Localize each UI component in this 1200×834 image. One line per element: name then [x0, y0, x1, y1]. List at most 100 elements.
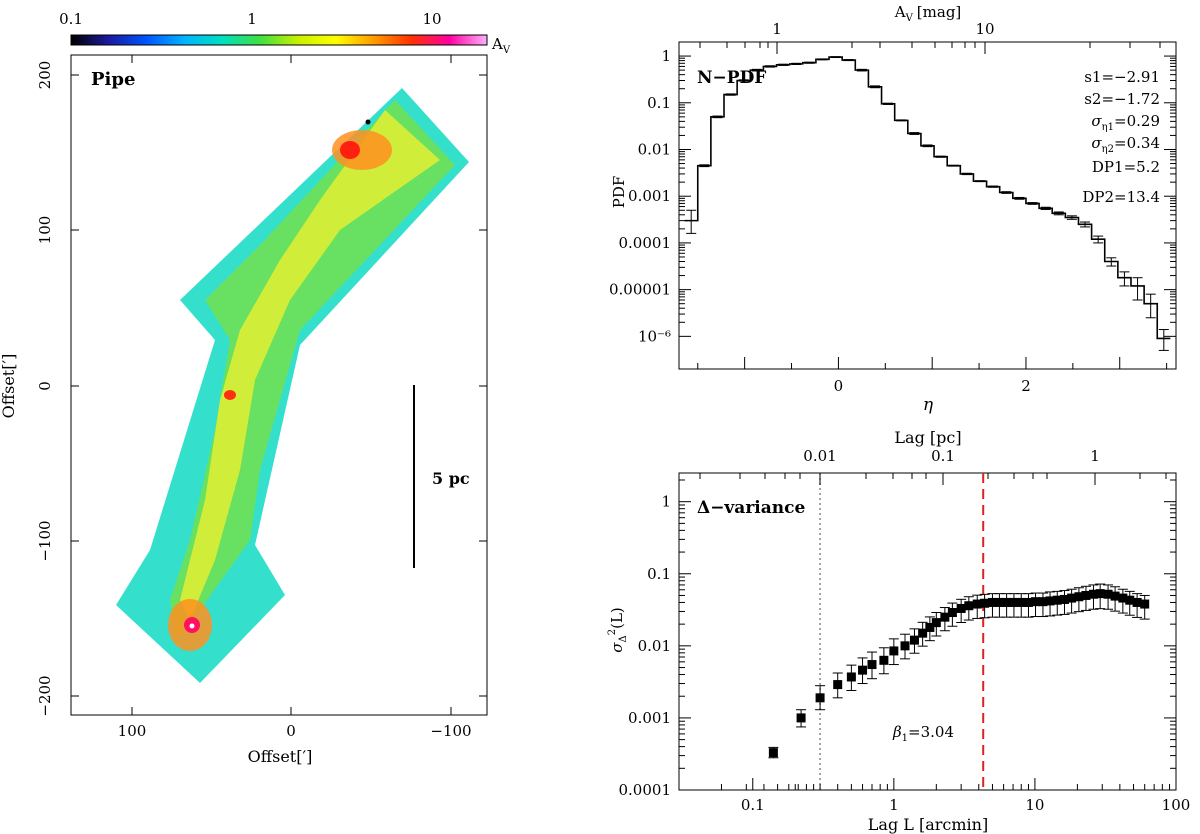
dvar-point	[1045, 596, 1055, 606]
npdf-panel: 1 0.1 0.01 0.001 0.0001 0.00001 10⁻⁶ 0 2 1 10 N−PD…	[609, 3, 1177, 415]
map-y-label: Offset[′]	[0, 354, 18, 419]
pdf-top-tick-label: 1	[772, 20, 782, 38]
y-tick-label: 0	[36, 381, 54, 391]
annotation-sigma1-val: =0.29	[1114, 112, 1160, 130]
npdf-frame	[678, 41, 1177, 370]
colorbar-tick-label: 10	[422, 10, 441, 28]
dvar-y-tick-label: 0.1	[647, 565, 671, 583]
dvar-point	[1125, 595, 1135, 605]
core-peak-dot	[365, 119, 371, 125]
cloud-map	[116, 88, 469, 683]
dvar-point	[1067, 593, 1077, 603]
dvar-marks	[768, 473, 1150, 790]
pdf-x-tick-label: 2	[1021, 377, 1031, 395]
dvar-panel-label: Δ−variance	[697, 498, 805, 518]
dvar-point	[858, 665, 868, 675]
dvar-y-tick-label: 0.001	[628, 709, 671, 727]
dvar-point	[925, 622, 935, 632]
dvar-point	[931, 618, 941, 628]
dvar-point	[867, 660, 877, 670]
dvar-point	[1118, 593, 1128, 603]
dvar-point	[1103, 589, 1113, 599]
dvar-annotation-sub: 1	[902, 733, 908, 744]
dvar-y-label-post: (L)	[608, 607, 626, 629]
dvar-point	[918, 628, 928, 638]
annotation-sigma2: ση2=0.34	[1091, 134, 1160, 155]
map-panel: 0.1 1 10 AV Pip	[0, 10, 511, 766]
dvar-x-tick-label: 0.1	[741, 796, 765, 814]
pdf-y-tick-label: 0.01	[638, 140, 671, 158]
y-tick-label: 100	[36, 216, 54, 245]
annotation-sigma2-sub: η2	[1102, 144, 1114, 155]
dvar-point	[1140, 599, 1150, 609]
dvar-point	[900, 641, 910, 651]
annotation-dp2: DP2=13.4	[1082, 188, 1160, 206]
dvar-y-label: σΔ2(L)	[607, 607, 629, 653]
y-tick-label: −100	[36, 520, 54, 561]
dvar-y-tick-label: 0.01	[638, 637, 671, 655]
dvar-point	[1110, 591, 1120, 601]
dvar-point	[1052, 595, 1062, 605]
dvar-point	[1038, 597, 1048, 607]
dvar-point	[956, 603, 966, 613]
dvar-point	[1009, 597, 1019, 607]
dvar-y-tick-label: 0.0001	[619, 781, 672, 799]
dvar-y-label-main: σ	[608, 642, 626, 653]
core-peak-dot	[189, 623, 195, 629]
dvar-point	[815, 693, 825, 703]
dvar-y-tick-label: 1	[661, 493, 671, 511]
dvar-ticks: 1 0.1 0.01 0.001 0.0001 0.1 1 10 100 0.01 0.1 1	[619, 447, 1191, 814]
dvar-annotation-val: =3.04	[908, 723, 954, 741]
npdf-panel-label: N−PDF	[697, 68, 766, 88]
dvar-point	[964, 601, 974, 611]
npdf-top-label-sub: V	[905, 13, 914, 24]
map-title: Pipe	[91, 69, 135, 90]
dvar-y-label-sub: Δ	[618, 635, 629, 642]
dvar-x-tick-label: 10	[1025, 796, 1044, 814]
npdf-x-label: η	[923, 395, 934, 415]
annotation-sigma2-sym: σ	[1091, 134, 1102, 152]
map-x-label: Offset[′]	[248, 747, 313, 766]
x-tick-label: 100	[118, 722, 147, 740]
colorbar-tick-label: 1	[247, 10, 257, 28]
x-tick-label: 0	[286, 722, 296, 740]
dvar-point	[940, 612, 950, 622]
dvar-x-tick-label: 1	[889, 796, 899, 814]
pdf-x-tick-label: 0	[834, 377, 844, 395]
dvar-point	[909, 635, 919, 645]
colorbar-label-main: A	[491, 35, 503, 53]
annotation-sigma2-val: =0.34	[1114, 134, 1160, 152]
dvar-panel: 1 0.1 0.01 0.001 0.0001 0.1 1 10 100 0.01 0.1 1 Δ−v…	[607, 428, 1190, 834]
dvar-top-tick-label: 0.01	[803, 447, 836, 465]
colorbar-label-sub: V	[502, 45, 511, 56]
y-tick-label: 200	[36, 61, 54, 90]
dvar-point	[846, 672, 856, 682]
colorbar-label: AV	[491, 35, 511, 56]
dvar-top-tick-label: 1	[1090, 447, 1100, 465]
core-north-peak	[340, 141, 360, 159]
dvar-point	[768, 748, 778, 758]
pdf-y-tick-label: 0.0001	[619, 234, 672, 252]
dvar-annotation-sym: β	[892, 723, 902, 741]
pdf-y-tick-label: 0.1	[647, 94, 671, 112]
pdf-y-tick-label: 10⁻⁶	[638, 327, 671, 345]
map-x-ticks: 100 0 −100	[118, 722, 472, 740]
core-north	[332, 130, 392, 170]
npdf-marks	[684, 56, 1171, 351]
npdf-annotations: s1=−2.91 s2=−1.72 ση1=0.29 ση2=0.34 DP1=…	[1082, 68, 1160, 206]
dvar-x-tick-label: 100	[1162, 796, 1191, 814]
cloud-filament-yellow	[180, 110, 440, 620]
npdf-y-label: PDF	[610, 176, 628, 209]
dvar-point	[1023, 597, 1033, 607]
dvar-x-label: Lag L [arcmin]	[868, 815, 988, 834]
colorbar-tick-label: 0.1	[59, 10, 83, 28]
dvar-point	[1016, 597, 1026, 607]
dvar-annotation: β1=3.04	[892, 723, 954, 744]
annotation-s2: s2=−1.72	[1084, 90, 1160, 108]
dvar-point	[1059, 594, 1069, 604]
dvar-point	[980, 598, 990, 608]
annotation-sigma1: ση1=0.29	[1091, 112, 1160, 133]
cloud-filament-green	[170, 100, 455, 640]
pdf-y-tick-label: 0.001	[628, 187, 671, 205]
annotation-sigma1-sub: η1	[1102, 122, 1114, 133]
